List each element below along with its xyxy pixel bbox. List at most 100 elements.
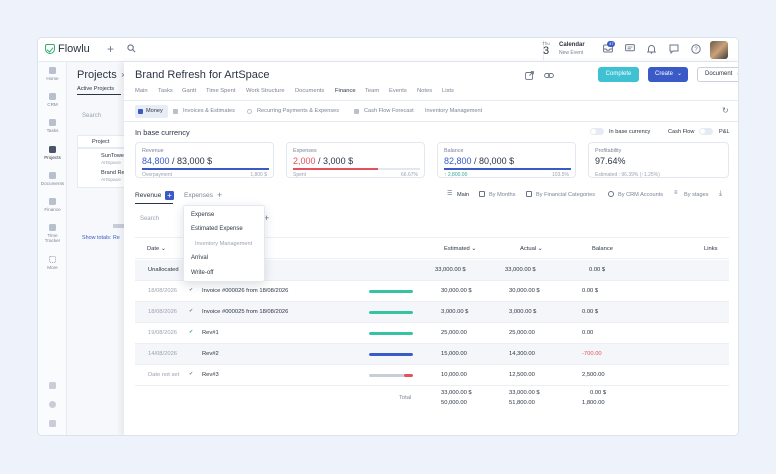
menu-item-expense[interactable]: Expense xyxy=(191,212,215,218)
view-by-months[interactable]: By Months xyxy=(489,192,516,198)
column-estimated[interactable]: Estimated ⌄ xyxy=(444,246,477,252)
subtab-money-highlight xyxy=(135,105,168,118)
column-date-label: Date xyxy=(147,246,160,252)
calendar-day-number: 3 xyxy=(542,45,550,57)
base-currency-title: In base currency xyxy=(135,128,190,137)
tab-events[interactable]: Events xyxy=(389,88,407,94)
row-date: 14/08/2026 xyxy=(148,351,178,357)
home-icon xyxy=(49,67,56,74)
help-icon[interactable]: ? xyxy=(690,44,701,55)
column-actual[interactable]: Actual ⌄ xyxy=(520,246,543,252)
sidebar-item-label: Projects xyxy=(44,155,61,160)
table-row[interactable]: 19/08/2026 ✔ Rev#1 25,000.00 25,000.00 0.00 xyxy=(135,323,729,344)
tab-documents[interactable]: Documents xyxy=(295,88,325,94)
calendar-date[interactable]: Thu 3 xyxy=(538,41,554,57)
tab-notes[interactable]: Notes xyxy=(417,88,433,94)
expenses-pct: 66.67% xyxy=(401,172,418,178)
tab-lists[interactable]: Lists xyxy=(442,88,454,94)
view-main[interactable]: Main xyxy=(457,192,470,198)
row-actual: 30,000.00 $ xyxy=(509,288,540,294)
tab-finance[interactable]: Finance xyxy=(335,88,356,94)
balance-value: 82,800 / 80,000 $ xyxy=(444,156,514,166)
document-button[interactable]: Document ⌄ xyxy=(697,67,738,82)
tab-team[interactable]: Team xyxy=(365,88,380,94)
base-currency-toggle[interactable] xyxy=(590,128,604,135)
sidebar-item-more[interactable]: More xyxy=(38,256,67,270)
project-row-name[interactable]: Brand Re xyxy=(101,170,125,176)
tab-time-spent[interactable]: Time Spent xyxy=(206,88,236,94)
integrations-icon[interactable] xyxy=(49,420,56,427)
tab-work-structure[interactable]: Work Structure xyxy=(246,88,285,94)
view-by-financial-categories[interactable]: By Financial Categories xyxy=(536,192,596,198)
balance-progress-fill xyxy=(444,168,571,170)
table-row[interactable]: 14/08/2026 Rev#2 15,000.00 14,300.00 -700.00 xyxy=(135,344,729,365)
apps-icon[interactable] xyxy=(49,382,56,389)
settings-icon[interactable] xyxy=(49,401,56,408)
plus-icon[interactable]: + xyxy=(106,42,114,56)
view-by-crm-accounts[interactable]: By CRM Accounts xyxy=(618,192,664,198)
menu-item-estimated-expense[interactable]: Estimated Expense xyxy=(191,226,243,232)
subtab-cash-flow-forecast[interactable]: Cash Flow Forecast xyxy=(364,108,414,114)
refresh-icon[interactable]: ↻ xyxy=(722,106,729,115)
sidebar-item-projects[interactable]: Projects xyxy=(38,146,67,160)
sidebar-item-finance[interactable]: Finance xyxy=(38,198,67,212)
row-name[interactable]: Invoice #000025 from 18/08/2026 xyxy=(202,309,289,315)
close-icon[interactable]: × xyxy=(121,70,126,80)
menu-item-write-off[interactable]: Write-off xyxy=(191,270,214,276)
row-name[interactable]: Rev#2 xyxy=(202,351,219,357)
tab-active-projects[interactable]: Active Projects xyxy=(77,86,114,92)
download-icon[interactable]: ⤓ xyxy=(719,190,723,197)
bell-icon[interactable] xyxy=(646,44,657,55)
subtab-recurring[interactable]: Recurring Payments & Expenses xyxy=(257,108,340,114)
projects-search-input[interactable]: Search xyxy=(82,113,102,119)
user-avatar[interactable] xyxy=(710,41,728,59)
unallocated-row[interactable]: Unallocated 33,000.00 $ 33,000.00 $ 0.00… xyxy=(135,260,729,281)
add-row-icon[interactable]: + xyxy=(264,213,270,223)
chat-icon[interactable] xyxy=(624,44,635,55)
subtab-invoices-estimates[interactable]: Invoices & Estimates xyxy=(183,108,235,114)
sidebar-item-tasks[interactable]: Tasks xyxy=(38,119,67,133)
calendar-widget[interactable]: Calendar New Event xyxy=(559,42,585,56)
external-link-icon[interactable] xyxy=(525,71,534,82)
sidebar-item-documents[interactable]: Documents xyxy=(38,172,67,186)
expenses-sub: Spent xyxy=(293,172,307,178)
row-name[interactable]: Rev#3 xyxy=(202,372,219,378)
revenue-search-input[interactable]: Search xyxy=(140,216,160,222)
column-date[interactable]: Date ⌄ xyxy=(147,246,166,252)
row-progress-bar xyxy=(369,290,413,293)
tab-main[interactable]: Main xyxy=(135,88,148,94)
table-row[interactable]: 18/08/2026 ✔ Invoice #000025 from 18/08/20… xyxy=(135,302,729,323)
sidebar-item-home[interactable]: Home xyxy=(38,67,67,81)
row-progress-fill xyxy=(369,311,413,314)
subtab-money[interactable]: Money xyxy=(146,108,163,114)
tab-expenses[interactable]: Expenses xyxy=(184,192,213,199)
messages-icon[interactable] xyxy=(668,44,679,55)
show-totals-link[interactable]: Show totals: Re xyxy=(82,235,120,241)
tab-revenue[interactable]: Revenue xyxy=(135,192,162,199)
project-row-name[interactable]: SunTowe xyxy=(101,153,125,159)
table-row[interactable]: 18/08/2026 ✔ Invoice #000026 from 18/08/20… xyxy=(135,281,729,302)
table-row[interactable]: Date not set ✔ Rev#3 10,000.00 12,500.00 2,50… xyxy=(135,365,729,386)
add-expense-button[interactable]: + xyxy=(217,190,223,200)
tab-tasks[interactable]: Tasks xyxy=(158,88,173,94)
sidebar-item-crm[interactable]: CRM xyxy=(38,93,67,107)
cash-flow-pl-toggle[interactable] xyxy=(699,128,713,135)
flowlu-logo[interactable]: Flowlu xyxy=(45,43,90,55)
row-actual: 3,000.00 $ xyxy=(509,309,537,315)
create-button[interactable]: Create ⌄ xyxy=(648,67,688,82)
complete-button[interactable]: Complete xyxy=(598,67,639,82)
view-by-stages[interactable]: By stages xyxy=(684,192,709,198)
sidebar-item-time-tracker[interactable]: Time Tracker xyxy=(38,224,67,243)
add-revenue-button[interactable]: + xyxy=(165,191,174,200)
link-icon[interactable] xyxy=(544,71,554,82)
row-name[interactable]: Invoice #000026 from 18/08/2026 xyxy=(202,288,289,294)
row-name[interactable]: Rev#1 xyxy=(202,330,219,336)
subtab-inventory-management[interactable]: Inventory Management xyxy=(425,108,483,114)
menu-item-arrival[interactable]: Arrival xyxy=(191,255,209,261)
calendar-new-event[interactable]: New Event xyxy=(559,50,584,56)
tab-gantt[interactable]: Gantt xyxy=(182,88,197,94)
sidebar-item-label: Home xyxy=(46,76,59,81)
projects-scrollbar[interactable] xyxy=(113,224,133,228)
add-expense-dropdown: Expense Estimated Expense Inventory Mana… xyxy=(183,205,265,282)
search-icon[interactable] xyxy=(126,44,137,55)
